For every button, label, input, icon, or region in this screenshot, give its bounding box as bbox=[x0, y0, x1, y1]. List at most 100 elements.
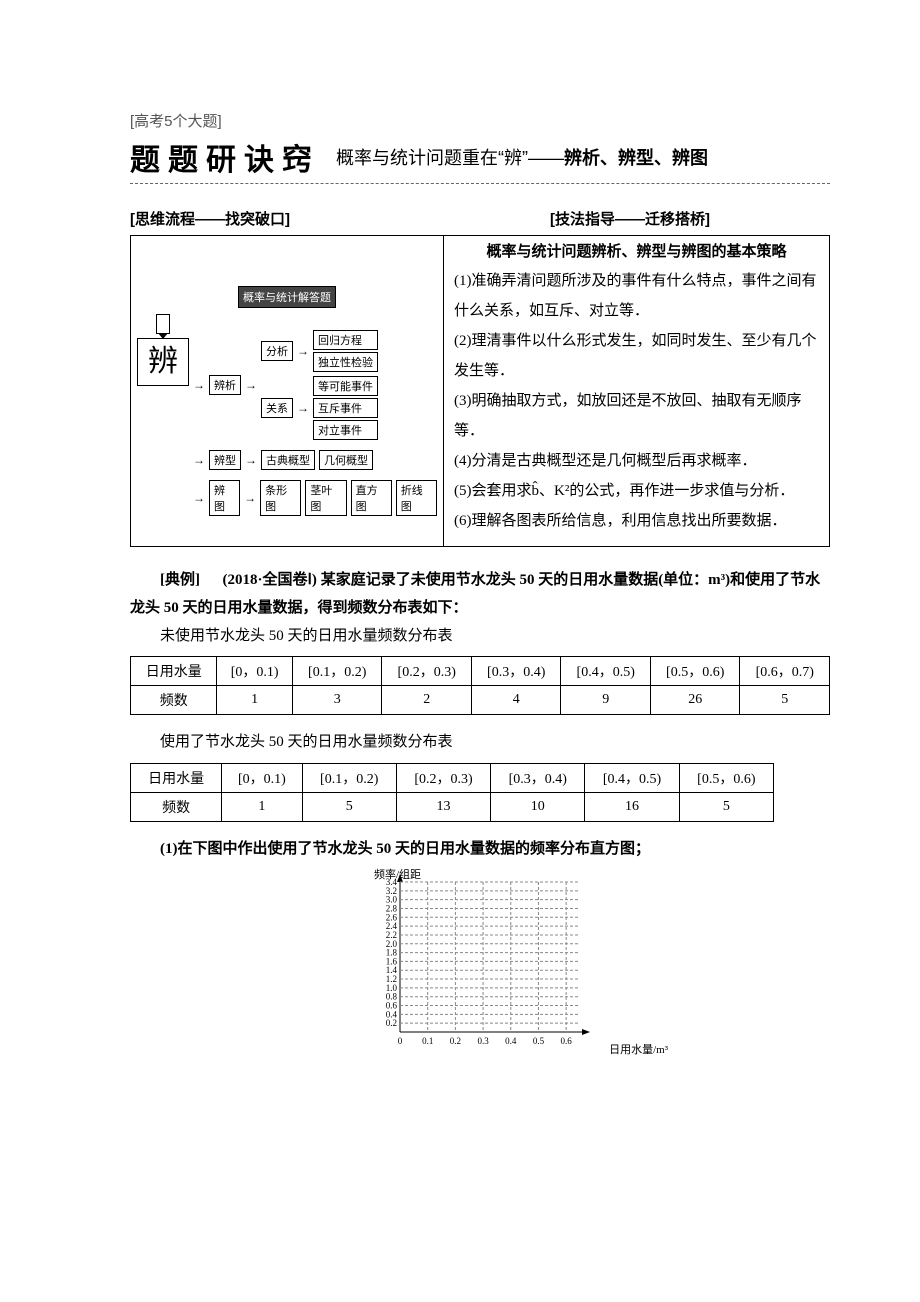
leaf: 几何概型 bbox=[319, 450, 373, 470]
strategy-box: 概率与统计问题辨析、辨型与辨图的基本策略 (1)准确弄清问题所涉及的事件有什么特… bbox=[444, 236, 829, 546]
col-header: [0.6，0.7) bbox=[740, 657, 830, 686]
sub-guanxi: 关系 bbox=[261, 398, 293, 418]
table-row: 日用水量 [0，0.1) [0.1，0.2) [0.2，0.3) [0.3，0.… bbox=[131, 764, 774, 793]
svg-text:0.2: 0.2 bbox=[450, 1036, 461, 1046]
col-header: [0.5，0.6) bbox=[679, 764, 773, 793]
cell: 3 bbox=[292, 686, 382, 715]
cell: 5 bbox=[302, 793, 396, 822]
row-header: 日用水量 bbox=[131, 764, 222, 793]
leaf: 茎叶图 bbox=[305, 480, 346, 516]
arrow-icon: → bbox=[193, 379, 205, 391]
table1-caption: 未使用节水龙头 50 天的日用水量频数分布表 bbox=[130, 623, 830, 651]
strategy-item: (2)理清事件以什么形式发生，如同时发生、至少有几个发生等． bbox=[454, 326, 819, 386]
cell: 13 bbox=[396, 793, 490, 822]
leaf: 直方图 bbox=[351, 480, 392, 516]
down-arrow-icon bbox=[156, 314, 170, 334]
svg-text:0.2: 0.2 bbox=[386, 1018, 397, 1028]
svg-text:0.1: 0.1 bbox=[422, 1036, 433, 1046]
col-header: [0.4，0.5) bbox=[561, 657, 651, 686]
strategy-item: (6)理解各图表所给信息，利用信息找出所要数据． bbox=[454, 506, 819, 536]
leaf: 条形图 bbox=[260, 480, 301, 516]
cell: 26 bbox=[650, 686, 740, 715]
histogram-wrap: 频率/组距 3.43.23.02.82.62.42.22.01.81.61.41… bbox=[130, 872, 830, 1053]
right-section-header: [技法指导——迁移搭桥] bbox=[550, 208, 710, 229]
table2: 日用水量 [0，0.1) [0.1，0.2) [0.2，0.3) [0.3，0.… bbox=[130, 763, 774, 822]
x-axis-label: 日用水量/m³ bbox=[609, 1041, 668, 1057]
table2-caption: 使用了节水龙头 50 天的日用水量频数分布表 bbox=[130, 729, 830, 757]
section-headers: [思维流程——找突破口] [技法指导——迁移搭桥] bbox=[130, 208, 830, 229]
title-right-prefix: 概率与统计问题重在“辨”—— bbox=[336, 148, 564, 168]
bian-box: 辨 bbox=[137, 338, 189, 386]
sub-fenxi: 分析 bbox=[261, 341, 293, 361]
leaf: 回归方程 bbox=[313, 330, 378, 350]
strategy-item: (1)准确弄清问题所涉及的事件有什么特点，事件之间有什么关系，如互斥、对立等． bbox=[454, 266, 819, 326]
svg-text:0: 0 bbox=[398, 1036, 403, 1046]
cell: 1 bbox=[222, 793, 302, 822]
leaf: 等可能事件 bbox=[313, 376, 378, 396]
histogram: 频率/组距 3.43.23.02.82.62.42.22.01.81.61.41… bbox=[370, 872, 590, 1053]
branch-tu: 辨图 bbox=[209, 480, 240, 516]
col-header: [0.4，0.5) bbox=[585, 764, 679, 793]
cell: 1 bbox=[217, 686, 293, 715]
cell: 10 bbox=[491, 793, 585, 822]
leaf: 对立事件 bbox=[313, 420, 378, 440]
col-header: [0.1，0.2) bbox=[302, 764, 396, 793]
cell: 5 bbox=[679, 793, 773, 822]
col-header: [0.5，0.6) bbox=[650, 657, 740, 686]
branch-xi: 辨析 bbox=[209, 375, 241, 395]
diagram-root: 概率与统计解答题 bbox=[238, 286, 336, 308]
strategy-item: (3)明确抽取方式，如放回还是不放回、抽取有无顺序等． bbox=[454, 386, 819, 446]
table-row: 频数 1 5 13 10 16 5 bbox=[131, 793, 774, 822]
example-body: [典例] (2018·全国卷Ⅰ) 某家庭记录了未使用节水龙头 50 天的日用水量… bbox=[130, 567, 830, 650]
svg-text:0.5: 0.5 bbox=[533, 1036, 545, 1046]
title-right-emph: 辨析、辨型、辨图 bbox=[564, 148, 708, 168]
strategy-item: (4)分清是古典概型还是几何概型后再求概率． bbox=[454, 446, 819, 476]
example-label: [典例] bbox=[160, 572, 200, 588]
leaf: 独立性检验 bbox=[313, 352, 378, 372]
q1: (1)在下图中作出使用了节水龙头 50 天的日用水量数据的频率分布直方图； bbox=[130, 836, 830, 864]
row-header: 频数 bbox=[131, 793, 222, 822]
cell: 5 bbox=[740, 686, 830, 715]
cell: 4 bbox=[471, 686, 561, 715]
row-header: 日用水量 bbox=[131, 657, 217, 686]
col-header: [0.3，0.4) bbox=[471, 657, 561, 686]
example-source: (2018·全国卷Ⅰ) bbox=[223, 572, 317, 588]
svg-text:0.6: 0.6 bbox=[561, 1036, 573, 1046]
arrow-icon: → bbox=[245, 379, 257, 391]
col-header: [0.2，0.3) bbox=[396, 764, 490, 793]
leaf: 互斥事件 bbox=[313, 398, 378, 418]
leaf: 古典概型 bbox=[261, 450, 315, 470]
histogram-svg: 3.43.23.02.82.62.42.22.01.81.61.41.21.00… bbox=[370, 872, 590, 1048]
two-column-box: 概率与统计解答题 辨 → 辨析 → 分析 bbox=[130, 235, 830, 547]
col-header: [0.3，0.4) bbox=[491, 764, 585, 793]
title-row: 题题研诀窍 概率与统计问题重在“辨”——辨析、辨型、辨图 bbox=[130, 135, 830, 184]
y-axis-label: 频率/组距 bbox=[374, 866, 421, 882]
table1: 日用水量 [0，0.1) [0.1，0.2) [0.2，0.3) [0.3，0.… bbox=[130, 656, 830, 715]
svg-text:0.4: 0.4 bbox=[505, 1036, 517, 1046]
col-header: [0.2，0.3) bbox=[382, 657, 472, 686]
col-header: [0，0.1) bbox=[222, 764, 302, 793]
table2-caption-wrap: 使用了节水龙头 50 天的日用水量频数分布表 bbox=[130, 729, 830, 757]
arrow-icon: → bbox=[245, 454, 257, 466]
arrow-icon: → bbox=[297, 345, 309, 357]
gaokao-label: [高考5个大题] bbox=[130, 110, 830, 131]
cell: 2 bbox=[382, 686, 472, 715]
arrow-icon: → bbox=[193, 492, 205, 504]
strategy-title: 概率与统计问题辨析、辨型与辨图的基本策略 bbox=[454, 240, 819, 264]
strategy-item: (5)会套用求b̂、K²的公式，再作进一步求值与分析． bbox=[454, 476, 819, 506]
diagram: 概率与统计解答题 辨 → 辨析 → 分析 bbox=[131, 236, 444, 546]
q1-wrap: (1)在下图中作出使用了节水龙头 50 天的日用水量数据的频率分布直方图； bbox=[130, 836, 830, 864]
branch-xing: 辨型 bbox=[209, 450, 241, 470]
title-right: 概率与统计问题重在“辨”——辨析、辨型、辨图 bbox=[336, 144, 708, 170]
row-header: 频数 bbox=[131, 686, 217, 715]
cell: 16 bbox=[585, 793, 679, 822]
title-big: 题题研诀窍 bbox=[130, 135, 320, 179]
left-section-header: [思维流程——找突破口] bbox=[130, 208, 290, 229]
arrow-icon: → bbox=[193, 454, 205, 466]
table-row: 日用水量 [0，0.1) [0.1，0.2) [0.2，0.3) [0.3，0.… bbox=[131, 657, 830, 686]
arrow-icon: → bbox=[297, 402, 309, 414]
arrow-icon: → bbox=[244, 492, 256, 504]
table-row: 频数 1 3 2 4 9 26 5 bbox=[131, 686, 830, 715]
col-header: [0.1，0.2) bbox=[292, 657, 382, 686]
col-header: [0，0.1) bbox=[217, 657, 293, 686]
